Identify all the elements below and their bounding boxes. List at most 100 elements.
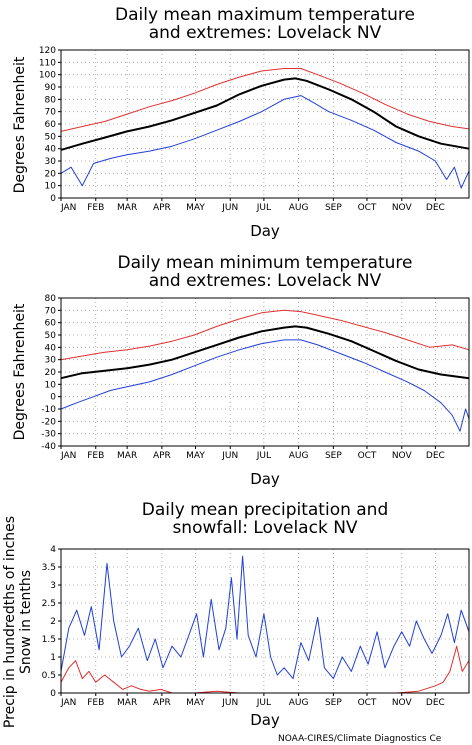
y-tick-label: 110 bbox=[39, 58, 56, 68]
y-tick-label: 80 bbox=[45, 294, 57, 304]
x-tick-label-aug: AUG bbox=[289, 698, 309, 708]
x-tick-label-aug: AUG bbox=[289, 203, 309, 213]
y-tick-label: 40 bbox=[45, 343, 57, 353]
x-tick-label-jul: JUL bbox=[256, 451, 271, 461]
y-tick-label: 90 bbox=[45, 83, 57, 93]
x-tick-label-may: MAY bbox=[186, 451, 205, 461]
series-line-0 bbox=[60, 68, 470, 132]
x-tick-label-jan: JAN bbox=[60, 451, 76, 461]
x-tick-label-oct: OCT bbox=[358, 698, 377, 708]
y-tick-label: -20 bbox=[41, 417, 56, 427]
x-tick-label-jun: JUN bbox=[221, 203, 238, 213]
x-tick-label-apr: APR bbox=[153, 698, 171, 708]
chart-title-line-1: Daily mean precipitation and bbox=[142, 500, 389, 520]
x-tick-label-mar: MAR bbox=[117, 203, 137, 213]
x-axis-label: Day bbox=[250, 470, 280, 488]
x-tick-label-jan: JAN bbox=[60, 698, 76, 708]
y-tick-label: 3 bbox=[50, 581, 56, 591]
plot-area-max-temp: 0 10 20 30 40 50 60 70 80 90 100 110 120 JAN FEB MAR APR… bbox=[39, 46, 470, 213]
y-tick-label: 120 bbox=[39, 46, 56, 56]
series-line-2 bbox=[60, 339, 470, 432]
y-tick-label: -40 bbox=[41, 442, 56, 452]
y-tick-label: 0.5 bbox=[42, 671, 56, 681]
chart-title-line-1: Daily mean maximum temperature bbox=[115, 5, 415, 25]
x-tick-label-jun: JUN bbox=[221, 698, 238, 708]
panel-precip: Daily mean precipitation and snowfall: L… bbox=[2, 500, 470, 729]
x-tick-label-dec: DEC bbox=[426, 203, 445, 213]
x-tick-label-feb: FEB bbox=[87, 203, 104, 213]
y-tick-label: 40 bbox=[45, 145, 57, 155]
y-tick-label: 0 bbox=[50, 194, 56, 204]
series-line-0 bbox=[60, 309, 470, 361]
x-tick-label-nov: NOV bbox=[392, 203, 413, 213]
x-axis-label: Day bbox=[250, 222, 280, 240]
x-tick-label-feb: FEB bbox=[87, 451, 104, 461]
y-tick-label: 0 bbox=[50, 689, 56, 699]
y-tick-label: -30 bbox=[41, 430, 56, 440]
y-tick-label: 50 bbox=[45, 132, 57, 142]
x-tick-label-jul: JUL bbox=[256, 203, 271, 213]
x-tick-label-aug: AUG bbox=[289, 451, 309, 461]
x-tick-label-nov: NOV bbox=[392, 698, 413, 708]
x-tick-label-oct: OCT bbox=[358, 451, 377, 461]
y-tick-label: 20 bbox=[45, 169, 57, 179]
y-tick-label: 50 bbox=[45, 331, 57, 341]
x-tick-label-sep: SEP bbox=[325, 698, 342, 708]
x-tick-label-oct: OCT bbox=[358, 203, 377, 213]
y-tick-label: -10 bbox=[41, 405, 56, 415]
plot-area-min-temp: -40 -30 -20 -10 0 10 20 30 40 50 60 70 80 JAN FEB MAR AP… bbox=[41, 294, 470, 461]
y-tick-label: 60 bbox=[45, 120, 57, 130]
y-tick-label: 2 bbox=[50, 617, 56, 627]
x-tick-label-sep: SEP bbox=[325, 203, 342, 213]
series-line-1 bbox=[60, 77, 470, 151]
y-tick-label: 0 bbox=[50, 393, 56, 403]
y-tick-label: 3.5 bbox=[42, 563, 56, 573]
y-tick-label: 60 bbox=[45, 319, 57, 329]
plot-frame bbox=[60, 49, 470, 199]
x-tick-label-apr: APR bbox=[153, 451, 171, 461]
y-tick-label: 30 bbox=[45, 157, 57, 167]
plot-frame bbox=[60, 297, 470, 447]
y-tick-label: 100 bbox=[39, 71, 56, 81]
x-tick-label-feb: FEB bbox=[87, 698, 104, 708]
y-tick-label: 1.5 bbox=[42, 635, 56, 645]
x-tick-label-nov: NOV bbox=[392, 451, 413, 461]
x-tick-label-mar: MAR bbox=[117, 451, 137, 461]
x-tick-label-sep: SEP bbox=[325, 451, 342, 461]
chart-title-line-2: snowfall: Lovelack NV bbox=[172, 518, 357, 538]
y-tick-label: 4 bbox=[50, 545, 56, 555]
x-tick-label-jun: JUN bbox=[221, 451, 238, 461]
y-tick-label: 1 bbox=[50, 653, 56, 663]
plot-area-precip: 0 0.5 1 1.5 2 2.5 3 3.5 4 JAN FEB MAR APR MAY JUN JUL AU… bbox=[42, 545, 470, 708]
x-tick-label-jan: JAN bbox=[60, 203, 76, 213]
y-tick-label: 2.5 bbox=[42, 599, 56, 609]
y-tick-label: 20 bbox=[45, 368, 57, 378]
panel-max-temp: Daily mean maximum temperature and extre… bbox=[12, 5, 470, 240]
y-axis-label: Degrees Fahrenheit bbox=[12, 303, 28, 440]
x-tick-label-may: MAY bbox=[186, 203, 205, 213]
x-tick-label-may: MAY bbox=[186, 698, 205, 708]
chart-title-line-2: and extremes: Lovelack NV bbox=[149, 23, 382, 43]
x-axis-label: Day bbox=[250, 711, 280, 729]
credit-text: NOAA-CIRES/Climate Diagnostics Ce bbox=[278, 734, 442, 744]
y-tick-label: 30 bbox=[45, 356, 57, 366]
x-tick-label-jul: JUL bbox=[256, 698, 271, 708]
chart-title-line-2: and extremes: Lovelack NV bbox=[149, 271, 382, 291]
series-line-0 bbox=[60, 555, 470, 680]
panel-min-temp: Daily mean minimum temperature and extre… bbox=[12, 253, 470, 488]
x-tick-label-dec: DEC bbox=[426, 698, 445, 708]
y-axis-label: Degrees Fahrenheit bbox=[12, 56, 28, 193]
series-line-2 bbox=[60, 95, 470, 189]
x-tick-label-apr: APR bbox=[153, 203, 171, 213]
y-tick-label: 70 bbox=[45, 306, 57, 316]
chart-title-line-1: Daily mean minimum temperature bbox=[118, 253, 413, 273]
series-line-1 bbox=[60, 645, 470, 694]
y-tick-label: 10 bbox=[45, 182, 57, 192]
y-tick-label: 10 bbox=[45, 380, 57, 390]
x-tick-label-mar: MAR bbox=[117, 698, 137, 708]
y-tick-label: 80 bbox=[45, 95, 57, 105]
series-line-1 bbox=[60, 325, 470, 380]
y-tick-label: 70 bbox=[45, 108, 57, 118]
plot-frame bbox=[60, 548, 470, 694]
